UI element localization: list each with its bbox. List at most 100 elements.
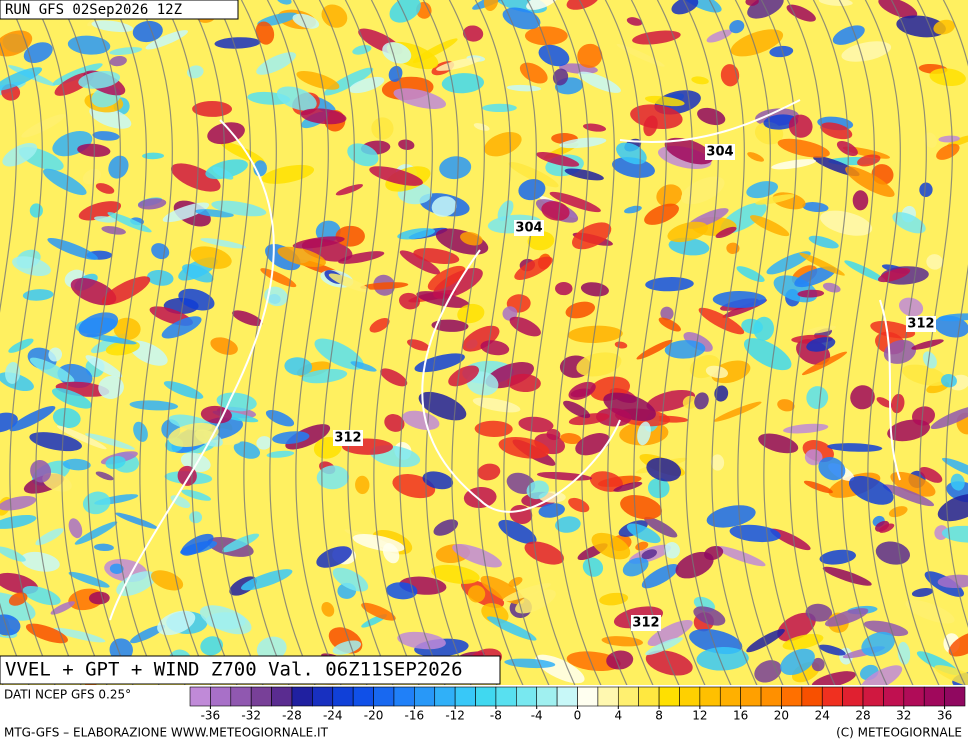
vvel-cell xyxy=(212,166,234,180)
vvel-cell xyxy=(526,480,549,500)
streamline xyxy=(344,0,401,701)
vvel-cell xyxy=(514,256,553,280)
vvel-cell xyxy=(524,26,568,46)
vvel-cell xyxy=(848,475,894,505)
colorbar-swatch xyxy=(842,686,864,707)
vvel-cell xyxy=(832,25,865,45)
vvel-cell xyxy=(863,620,909,637)
colorbar-swatch xyxy=(536,686,558,707)
colorbar-swatch xyxy=(230,686,252,707)
vvel-cell xyxy=(95,183,115,194)
colorbar: -36 -32 -28 -24 -20 -16 -12 -8 -4 0 4 8 12 16 20 24 28 32… xyxy=(189,686,966,723)
vvel-cell xyxy=(94,216,117,223)
vvel-cell xyxy=(890,471,936,497)
streamline xyxy=(552,0,609,701)
vvel-cell xyxy=(818,644,846,656)
vvel-cell xyxy=(277,246,326,267)
vvel-cell xyxy=(0,495,37,511)
vvel-cell xyxy=(626,17,643,26)
vvel-cell xyxy=(261,164,315,184)
vvel-cell xyxy=(460,231,483,246)
vvel-cell xyxy=(43,168,87,196)
vvel-cell xyxy=(221,141,265,164)
vvel-cell xyxy=(95,471,114,481)
vvel-cell xyxy=(0,30,33,57)
vvel-cell xyxy=(568,497,590,513)
title-box xyxy=(0,655,501,685)
vvel-cell xyxy=(68,518,83,539)
run-label: RUN GFS 02Sep2026 12Z xyxy=(5,2,182,18)
vvel-cell xyxy=(626,523,661,544)
vvel-cell xyxy=(200,238,247,249)
streamline xyxy=(708,0,765,701)
vvel-cell xyxy=(101,276,151,305)
vvel-cell xyxy=(936,143,960,160)
streamline xyxy=(58,0,115,701)
streamline xyxy=(214,0,271,701)
vvel-cell xyxy=(109,563,124,574)
vvel-cell xyxy=(462,25,484,42)
vvel-cell xyxy=(233,441,261,459)
vvel-cell xyxy=(94,543,114,552)
vvel-cell xyxy=(474,420,513,437)
colorbar-swatch xyxy=(577,686,599,707)
colorbar-swatch xyxy=(719,686,741,707)
colorbar-swatch xyxy=(516,686,538,707)
vvel-cell xyxy=(25,623,68,644)
vvel-cell xyxy=(929,68,966,87)
vvel-cell xyxy=(85,433,135,450)
colorbar-tick-label: -36 xyxy=(201,709,221,723)
vvel-cell xyxy=(693,606,726,626)
vvel-cell xyxy=(9,405,56,432)
vvel-cell xyxy=(820,210,873,236)
colorbar-swatch xyxy=(903,686,925,707)
map-title: VVEL + GPT + WIND Z700 Val. 06Z11SEP2026 xyxy=(5,659,463,681)
vvel-cell xyxy=(567,325,623,343)
vvel-cell xyxy=(750,215,790,237)
vvel-cell xyxy=(300,108,347,125)
vvel-cell xyxy=(926,254,943,270)
colorbar-tick-label: 8 xyxy=(655,709,663,723)
vvel-cell xyxy=(794,266,836,288)
vvel-cell xyxy=(934,665,968,689)
colorbar-tick-label: 12 xyxy=(692,709,707,723)
streamline xyxy=(630,0,687,701)
vvel-cell xyxy=(589,471,623,492)
vvel-cell xyxy=(844,260,886,283)
vvel-cell xyxy=(646,457,682,482)
vvel-cell xyxy=(606,650,634,670)
vvel-cell xyxy=(130,624,166,644)
vvel-cell xyxy=(129,400,179,411)
streamline xyxy=(32,0,89,701)
vvel-cell xyxy=(389,0,421,23)
vvel-cell xyxy=(12,256,51,276)
vvel-cell xyxy=(644,95,685,107)
vvel-cell xyxy=(132,20,163,43)
vvel-cell xyxy=(632,30,681,45)
streamline xyxy=(604,0,661,701)
vvel-cell xyxy=(671,0,699,15)
vvel-cell xyxy=(393,88,447,109)
colorbar-tick-label: -12 xyxy=(445,709,465,723)
vvel-cell xyxy=(743,338,792,371)
run-box xyxy=(0,0,239,20)
colorbar-swatch xyxy=(638,686,660,707)
vvel-cell xyxy=(799,252,845,276)
vvel-cell xyxy=(508,162,559,188)
vvel-cell xyxy=(422,471,454,490)
vvel-cell xyxy=(620,495,662,520)
vvel-cell xyxy=(577,43,603,68)
vvel-cell xyxy=(57,363,93,388)
vvel-cell xyxy=(616,142,647,165)
vvel-cell xyxy=(518,416,554,433)
vvel-cell xyxy=(296,70,340,90)
vvel-cell xyxy=(277,0,292,5)
streamline xyxy=(240,0,297,701)
vvel-cell xyxy=(115,512,158,529)
colorbar-swatch xyxy=(189,686,211,707)
vvel-cell xyxy=(646,390,696,412)
contour xyxy=(109,119,275,621)
vvel-cell xyxy=(292,236,345,249)
vvel-cell xyxy=(441,73,485,94)
vvel-cell xyxy=(576,352,622,377)
